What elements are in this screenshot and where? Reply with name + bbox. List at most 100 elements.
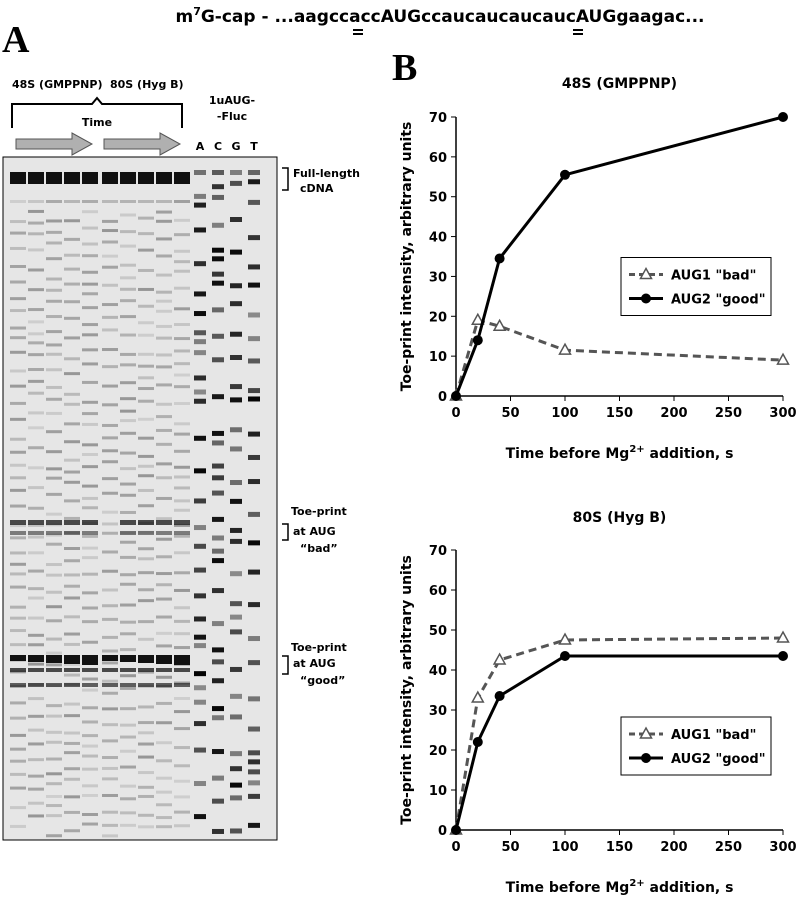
annotation: cDNA: [300, 182, 334, 195]
band: [64, 702, 80, 706]
band: [46, 605, 62, 609]
band: [230, 601, 242, 607]
band: [46, 397, 62, 401]
band: [28, 668, 44, 672]
band: [120, 632, 136, 636]
band: [138, 399, 154, 403]
band: [194, 389, 206, 395]
band: [120, 381, 136, 385]
band: [120, 555, 136, 559]
band: [212, 256, 224, 262]
bracket: [282, 655, 289, 675]
band: [230, 751, 242, 757]
marker: [451, 391, 461, 401]
band: [212, 715, 224, 721]
band: [156, 365, 172, 369]
band: [174, 508, 190, 512]
band: [248, 660, 260, 666]
band: [46, 757, 62, 761]
band: [174, 655, 190, 665]
band: [64, 767, 80, 771]
band: [46, 542, 62, 546]
x-axis-label: Time before Mg2+ addition, s: [506, 444, 734, 462]
band: [64, 751, 80, 755]
band: [46, 385, 62, 389]
band: [174, 668, 190, 672]
band: [46, 663, 62, 667]
band: [82, 306, 98, 310]
band: [82, 496, 98, 500]
band: [28, 787, 44, 791]
header-part: AUG: [576, 7, 616, 27]
band: [64, 714, 80, 718]
group-label: 48S (GMPPNP): [12, 78, 102, 91]
marker: [471, 690, 485, 703]
band: [174, 218, 190, 222]
legend-label: AUG1 "bad": [671, 269, 756, 284]
band: [138, 547, 154, 551]
legend-label: AUG1 "bad": [671, 728, 756, 743]
band: [46, 172, 62, 184]
band: [156, 309, 172, 313]
band: [120, 333, 136, 337]
marker: [472, 737, 483, 747]
bracket: [282, 167, 289, 191]
band: [82, 400, 98, 404]
band: [194, 671, 206, 677]
band: [10, 551, 26, 555]
band: [46, 814, 62, 818]
band: [82, 640, 98, 644]
band: [120, 668, 136, 672]
band: [46, 277, 62, 281]
band: [174, 402, 190, 406]
band: [64, 731, 80, 735]
band: [156, 825, 172, 829]
y-tick-label: 10: [429, 784, 447, 799]
band: [156, 675, 172, 679]
band: [248, 396, 260, 402]
band: [156, 254, 172, 258]
band: [102, 739, 118, 743]
band: [230, 795, 242, 801]
band: [82, 254, 98, 258]
band: [46, 288, 62, 292]
band: [248, 793, 260, 799]
band: [46, 492, 62, 496]
band: [174, 795, 190, 799]
band: [138, 571, 154, 575]
band: [230, 301, 242, 307]
y-tick-label: 0: [438, 824, 447, 839]
band: [248, 358, 260, 364]
band: [174, 323, 190, 327]
band: [194, 468, 206, 474]
band: [102, 649, 118, 653]
band: [120, 482, 136, 486]
band: [102, 588, 118, 592]
x-axis-label-part: 2+: [629, 878, 644, 889]
band: [138, 376, 154, 380]
y-tick-label: 20: [429, 744, 447, 759]
band: [10, 384, 26, 388]
y-tick-label: 10: [429, 350, 447, 365]
band: [102, 661, 118, 665]
band: [138, 637, 154, 641]
band: [194, 193, 206, 199]
band: [82, 506, 98, 510]
band: [64, 392, 80, 396]
band: [138, 454, 154, 458]
band: [46, 315, 62, 319]
band: [120, 200, 136, 203]
band: [28, 774, 44, 778]
band: [212, 475, 224, 481]
band: [230, 427, 242, 433]
band: [174, 307, 190, 311]
band: [64, 673, 80, 677]
lane-label: A: [196, 140, 205, 153]
band: [120, 230, 136, 234]
band: [156, 816, 172, 820]
band: [120, 520, 136, 525]
band: [120, 467, 136, 471]
x-axis-label-part: Time before Mg: [506, 880, 630, 896]
band: [248, 179, 260, 185]
band: [28, 332, 44, 336]
